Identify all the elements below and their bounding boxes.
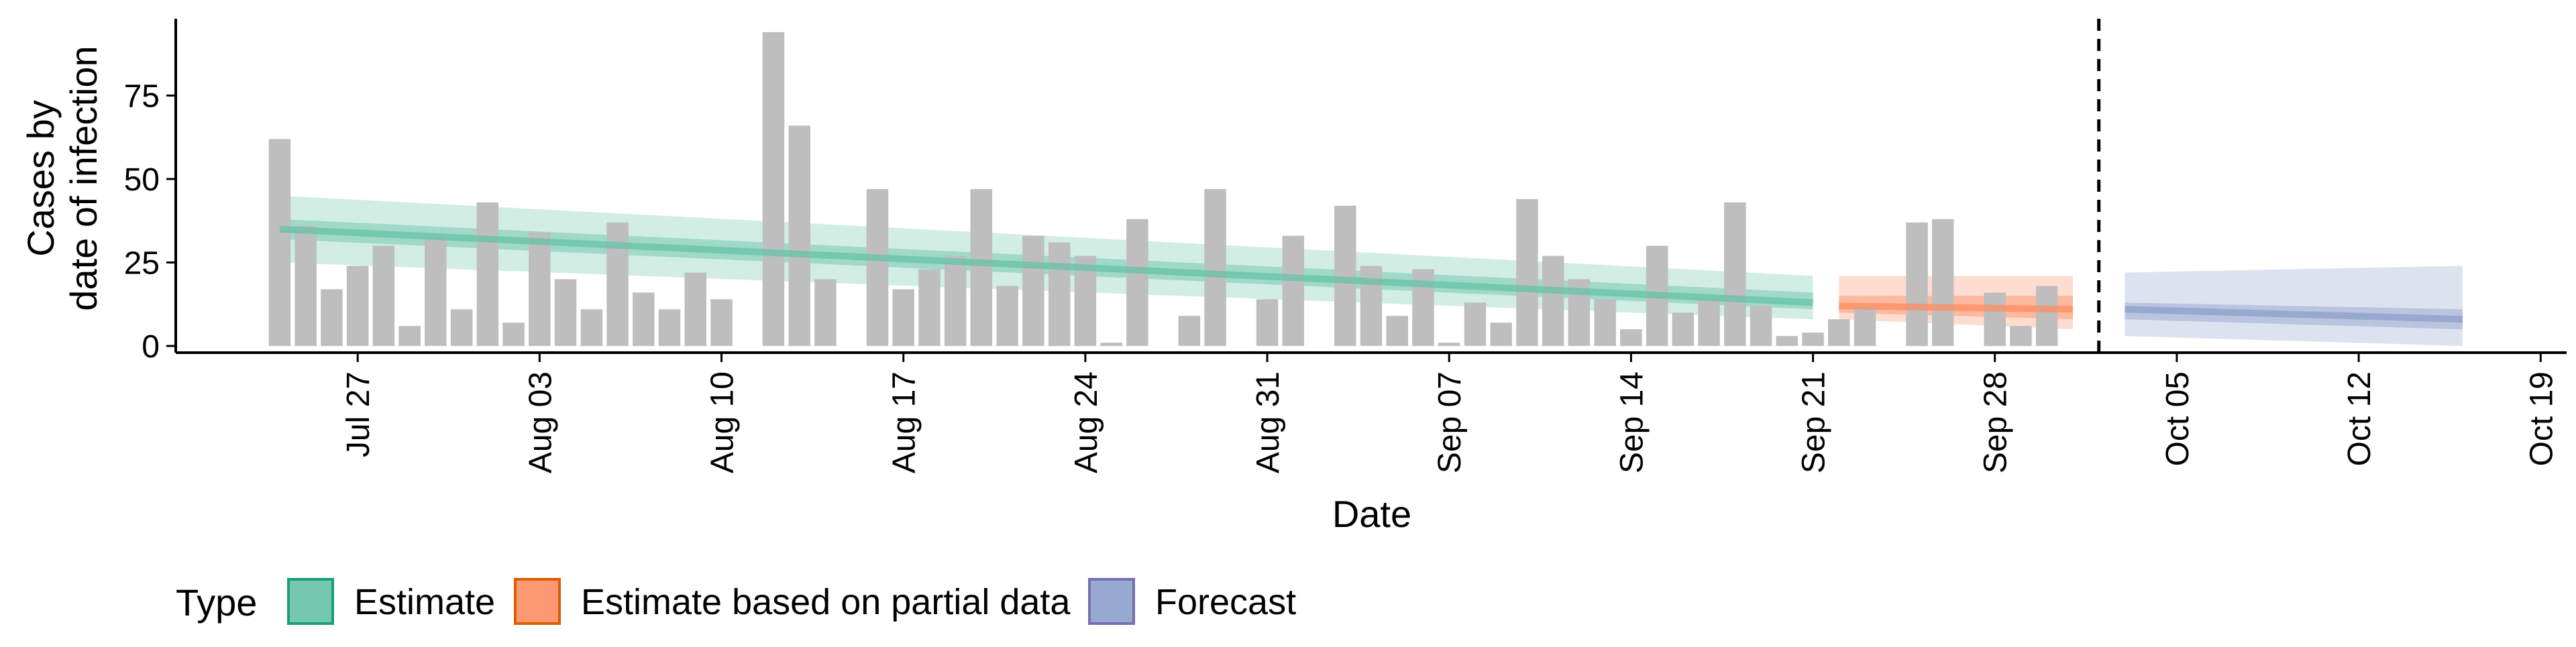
case-bar bbox=[2010, 326, 2032, 347]
case-bar bbox=[996, 286, 1018, 346]
y-tick-label: 75 bbox=[124, 79, 160, 115]
outer-ribbon-1 bbox=[1839, 276, 2073, 330]
case-bar bbox=[1464, 302, 1487, 346]
case-bar bbox=[1256, 299, 1279, 346]
case-bar bbox=[1932, 219, 1954, 346]
case-bar bbox=[684, 272, 706, 347]
case-bar bbox=[425, 235, 447, 346]
case-bar bbox=[346, 266, 369, 346]
x-tick-label: Sep 21 bbox=[1796, 371, 1832, 473]
case-bar bbox=[970, 189, 993, 347]
case-bar bbox=[710, 299, 733, 346]
case-bar bbox=[1282, 235, 1304, 346]
x-tick-label: Sep 14 bbox=[1614, 371, 1650, 473]
y-axis-title-line-2: date of infection bbox=[62, 46, 105, 310]
case-bar bbox=[1490, 322, 1512, 347]
case-bar bbox=[1048, 242, 1071, 347]
case-bar bbox=[1698, 299, 1720, 346]
x-axis-title: Date bbox=[1332, 493, 1411, 535]
case-bar bbox=[476, 202, 499, 346]
x-tick-label: Aug 10 bbox=[705, 371, 741, 473]
legend-label-2: Forecast bbox=[1155, 582, 1296, 622]
case-bar bbox=[2035, 286, 2058, 346]
case-bar bbox=[1126, 219, 1148, 346]
case-bar bbox=[1204, 189, 1226, 347]
case-bar bbox=[1802, 333, 1824, 346]
case-bar bbox=[1334, 205, 1356, 347]
x-tick-label: Aug 24 bbox=[1069, 371, 1104, 473]
median-line-1 bbox=[1839, 302, 2074, 313]
x-tick-label: Sep 28 bbox=[1978, 371, 2014, 473]
case-bar bbox=[606, 222, 629, 347]
case-bar bbox=[450, 309, 473, 347]
case-bar bbox=[1386, 316, 1408, 346]
case-bar bbox=[1594, 299, 1616, 346]
case-bar bbox=[1724, 202, 1746, 346]
case-bar bbox=[321, 289, 343, 347]
median-line-0 bbox=[279, 225, 1813, 306]
case-bar bbox=[944, 255, 967, 347]
case-bar bbox=[1516, 198, 1538, 346]
axes: 0 25 50 75 Jul 27 Aug 03 Aug 10 Aug 17 Aug 24 Au… bbox=[124, 19, 2567, 473]
y-tick-label: 0 bbox=[142, 329, 160, 365]
case-bar bbox=[1542, 255, 1564, 347]
case-bar bbox=[502, 322, 525, 347]
legend-key-1 bbox=[514, 578, 561, 625]
x-tick-group: Jul 27 Aug 03 Aug 10 Aug 17 Aug 24 Aug 31 Sep … bbox=[341, 353, 2559, 473]
y-tick-group: 0 25 50 75 bbox=[124, 79, 176, 365]
legend-key-2 bbox=[1088, 578, 1135, 625]
case-bar bbox=[1984, 292, 2006, 347]
outer-ribbon-2 bbox=[2125, 266, 2463, 346]
x-tick-label: Jul 27 bbox=[341, 371, 376, 457]
y-tick-label: 50 bbox=[124, 162, 160, 198]
y-axis-title-line-1: Cases by bbox=[19, 100, 62, 256]
median-line-layer bbox=[279, 225, 2463, 323]
x-tick-label: Oct 05 bbox=[2160, 371, 2196, 466]
x-tick-label: Oct 12 bbox=[2342, 371, 2377, 466]
legend-label-0: Estimate bbox=[354, 582, 495, 622]
case-bar bbox=[1906, 222, 1928, 347]
legend-key-0 bbox=[287, 578, 334, 625]
case-bar bbox=[294, 225, 317, 347]
case-bar bbox=[814, 279, 837, 346]
case-bar bbox=[529, 232, 551, 346]
case-bar bbox=[1854, 306, 1876, 347]
case-bar bbox=[268, 139, 291, 347]
case-bar bbox=[762, 32, 785, 347]
case-bar bbox=[918, 269, 941, 346]
x-tick-label: Sep 07 bbox=[1432, 371, 1468, 473]
legend-label-1: Estimate based on partial data bbox=[581, 582, 1071, 622]
x-tick-label: Aug 03 bbox=[523, 371, 558, 473]
case-bar bbox=[554, 279, 577, 346]
case-bar bbox=[892, 289, 914, 347]
case-bar bbox=[866, 189, 889, 347]
case-bar bbox=[1178, 316, 1201, 346]
x-tick-label: Aug 31 bbox=[1250, 371, 1286, 473]
case-bar bbox=[658, 309, 681, 347]
legend: Type Estimate Estimate based on partial d… bbox=[176, 578, 1296, 625]
case-bar bbox=[633, 292, 655, 347]
x-tick-label: Oct 19 bbox=[2524, 371, 2559, 466]
legend-title: Type bbox=[176, 581, 257, 624]
case-bar bbox=[1776, 336, 1799, 346]
case-bar bbox=[1100, 343, 1122, 347]
case-bar bbox=[1438, 343, 1460, 347]
case-bar bbox=[1828, 319, 1850, 346]
case-bar bbox=[1022, 235, 1044, 346]
case-bar bbox=[580, 309, 603, 347]
case-bar bbox=[372, 245, 395, 346]
x-tick-label: Aug 17 bbox=[887, 371, 922, 473]
case-bar bbox=[1750, 306, 1772, 347]
case-bar bbox=[398, 326, 421, 347]
case-bar bbox=[1672, 312, 1695, 346]
case-bar bbox=[788, 125, 810, 347]
median-line-2 bbox=[2125, 306, 2463, 323]
y-tick-label: 25 bbox=[124, 246, 160, 282]
y-axis-title: Cases by date of infection bbox=[19, 46, 105, 310]
case-bar bbox=[1620, 329, 1642, 346]
